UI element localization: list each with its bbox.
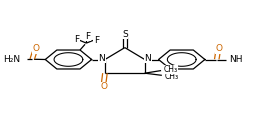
Text: F: F	[94, 36, 99, 45]
Text: CH₃: CH₃	[164, 65, 178, 74]
Text: N: N	[99, 54, 105, 63]
Text: O: O	[32, 44, 39, 53]
Text: NH: NH	[229, 55, 242, 64]
Text: O: O	[100, 82, 107, 91]
Text: F: F	[85, 32, 90, 41]
Text: O: O	[215, 44, 222, 53]
Text: S: S	[122, 30, 128, 39]
Text: CH₃: CH₃	[164, 72, 178, 81]
Text: F: F	[74, 35, 79, 44]
Text: H₂N: H₂N	[4, 55, 20, 64]
Text: N: N	[144, 54, 151, 63]
